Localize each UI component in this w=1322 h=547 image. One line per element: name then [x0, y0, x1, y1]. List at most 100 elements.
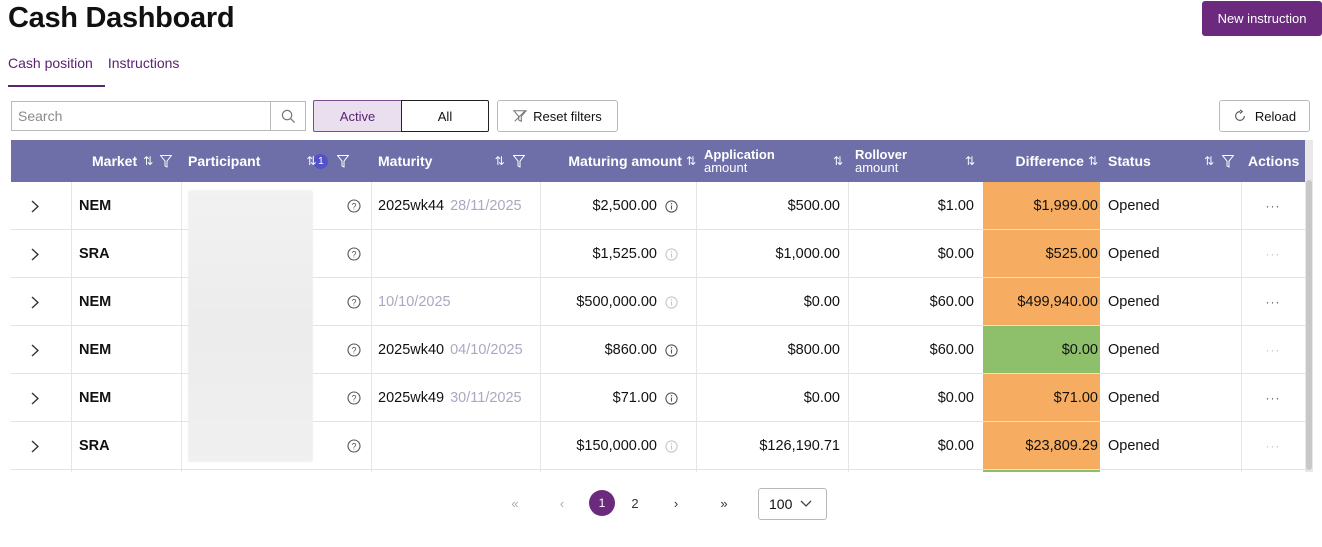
difference-highlight — [983, 374, 1100, 421]
table-row[interactable]: SRA ? $1,525.00 $1,000.00 $0.00 $525.00 … — [11, 230, 1305, 278]
reload-button[interactable]: Reload — [1219, 100, 1310, 132]
sort-icon[interactable]: ⇅ — [685, 154, 696, 168]
tab-cash-position[interactable]: Cash position — [8, 55, 105, 87]
sort-asc-icon[interactable]: ⇅ — [306, 154, 317, 168]
status-cell: Opened — [1108, 390, 1160, 406]
search-input[interactable] — [12, 102, 270, 130]
column-rollover-label-1: Rollover — [855, 147, 908, 162]
maturity-cell: 2025wk49 30/11/2025 — [378, 374, 522, 422]
difference-highlight — [983, 278, 1100, 325]
table-row[interactable]: NEM ? 2025wk49 30/11/2025 $71.00 $0.00 $… — [11, 374, 1305, 422]
column-maturing-amount-label: Maturing amount — [568, 153, 682, 169]
filter-icon[interactable] — [160, 154, 173, 168]
column-market[interactable]: Market ⇅ — [92, 140, 188, 182]
help-icon[interactable]: ? — [347, 278, 361, 326]
filter-icon[interactable] — [512, 154, 525, 168]
search-icon — [281, 109, 295, 123]
maturing-amount-cell: $71.00 — [612, 390, 657, 406]
application-amount-cell: $500.00 — [787, 198, 840, 214]
page-2-button[interactable]: 2 — [631, 495, 639, 511]
row-actions-menu-icon[interactable]: ··· — [1265, 295, 1281, 309]
tab-instructions[interactable]: Instructions — [107, 55, 180, 71]
info-icon[interactable] — [665, 326, 678, 374]
table-row[interactable]: SRA ? $150,000.00 $126,190.71 $0.00 $23,… — [11, 422, 1305, 470]
row-actions-menu-icon[interactable]: ··· — [1265, 247, 1281, 261]
vertical-scrollbar[interactable] — [1305, 140, 1313, 472]
reset-filters-label: Reset filters — [533, 108, 602, 124]
sort-icon[interactable]: ⇅ — [1087, 154, 1098, 168]
last-page-button[interactable]: » — [720, 495, 728, 511]
filter-active-button[interactable]: Active — [313, 100, 402, 132]
svg-text:?: ? — [351, 250, 356, 260]
column-application-amount[interactable]: Application amount ⇅ — [704, 140, 849, 182]
help-icon[interactable]: ? — [347, 374, 361, 422]
expand-row-chevron-icon[interactable] — [31, 278, 51, 326]
column-maturity[interactable]: Maturity ⇅ — [378, 140, 548, 182]
status-cell: Opened — [1108, 438, 1160, 454]
expand-row-chevron-icon[interactable] — [31, 230, 51, 278]
search-button[interactable] — [270, 102, 305, 130]
maturity-cell: 2025wk40 04/10/2025 — [378, 326, 523, 374]
sort-icon[interactable]: ⇅ — [143, 154, 154, 168]
page-1-button[interactable]: 1 — [589, 490, 615, 516]
prev-page-button[interactable]: ‹ — [559, 495, 565, 511]
difference-highlight — [983, 422, 1100, 469]
column-status[interactable]: Status ⇅ — [1108, 140, 1234, 182]
market-cell: SRA — [79, 246, 110, 262]
row-actions-menu-icon[interactable]: ··· — [1265, 343, 1281, 357]
difference-cell: $525.00 — [1045, 246, 1098, 262]
reset-filters-button[interactable]: Reset filters — [497, 100, 618, 132]
maturity-week: 2025wk49 — [378, 390, 445, 406]
first-page-button[interactable]: « — [511, 495, 519, 511]
rollover-amount-cell: $0.00 — [937, 438, 974, 454]
market-cell: NEM — [79, 198, 112, 214]
column-rollover-amount[interactable]: Rollover amount ⇅ — [855, 140, 975, 182]
maturing-amount-cell: $150,000.00 — [576, 438, 657, 454]
row-actions-menu-icon[interactable]: ··· — [1265, 391, 1281, 405]
info-icon[interactable] — [665, 422, 678, 470]
filter-all-button[interactable]: All — [401, 100, 489, 132]
table-row[interactable]: NEM ? 10/10/2025 $500,000.00 $0.00 $60.0… — [11, 278, 1305, 326]
next-page-button[interactable]: › — [673, 495, 679, 511]
table-row[interactable]: NEM ? 2025wk40 04/10/2025 $860.00 $800.0… — [11, 326, 1305, 374]
filter-icon[interactable] — [1222, 154, 1234, 168]
help-icon[interactable]: ? — [347, 182, 361, 230]
column-application-label-1: Application — [704, 147, 775, 162]
scrollbar-thumb[interactable] — [1306, 180, 1312, 470]
application-amount-cell: $0.00 — [803, 294, 840, 310]
market-cell: NEM — [79, 390, 112, 406]
help-icon[interactable]: ? — [347, 230, 361, 278]
column-difference-label: Difference — [1015, 153, 1084, 169]
search-box — [11, 101, 306, 131]
column-maturing-amount[interactable]: Maturing amount ⇅ — [541, 140, 696, 182]
help-icon[interactable]: ? — [347, 422, 361, 470]
sort-icon[interactable]: ⇅ — [494, 154, 505, 168]
page-title: Cash Dashboard — [8, 2, 235, 34]
sort-icon[interactable]: ⇅ — [832, 153, 843, 168]
expand-row-chevron-icon[interactable] — [31, 374, 51, 422]
column-difference[interactable]: Difference ⇅ — [983, 140, 1100, 182]
sort-icon[interactable]: ⇅ — [964, 153, 975, 168]
row-actions-menu-icon[interactable]: ··· — [1265, 199, 1281, 213]
sort-icon[interactable]: ⇅ — [1203, 154, 1214, 168]
new-instruction-button[interactable]: New instruction — [1202, 1, 1322, 36]
column-participant[interactable]: Participant ⇅ 1 — [188, 140, 378, 182]
column-divider — [1241, 182, 1242, 472]
reload-icon — [1234, 109, 1245, 121]
application-amount-cell: $1,000.00 — [775, 246, 840, 262]
status-cell: Opened — [1108, 342, 1160, 358]
info-icon[interactable] — [665, 278, 678, 326]
table-row[interactable]: NEM ? 2025wk44 28/11/2025 $2,500.00 $500… — [11, 182, 1305, 230]
info-icon[interactable] — [665, 182, 678, 230]
row-actions-menu-icon[interactable]: ··· — [1265, 439, 1281, 453]
expand-row-chevron-icon[interactable] — [31, 422, 51, 470]
page-size-select[interactable]: 100 — [758, 488, 827, 520]
expand-row-chevron-icon[interactable] — [31, 182, 51, 230]
info-icon[interactable] — [665, 374, 678, 422]
help-icon[interactable]: ? — [347, 326, 361, 374]
pagination: « ‹ 1 2 › » — [0, 488, 1322, 518]
expand-row-chevron-icon[interactable] — [31, 326, 51, 374]
filter-icon[interactable] — [337, 154, 350, 168]
info-icon[interactable] — [665, 230, 678, 278]
column-maturity-label: Maturity — [378, 153, 433, 169]
